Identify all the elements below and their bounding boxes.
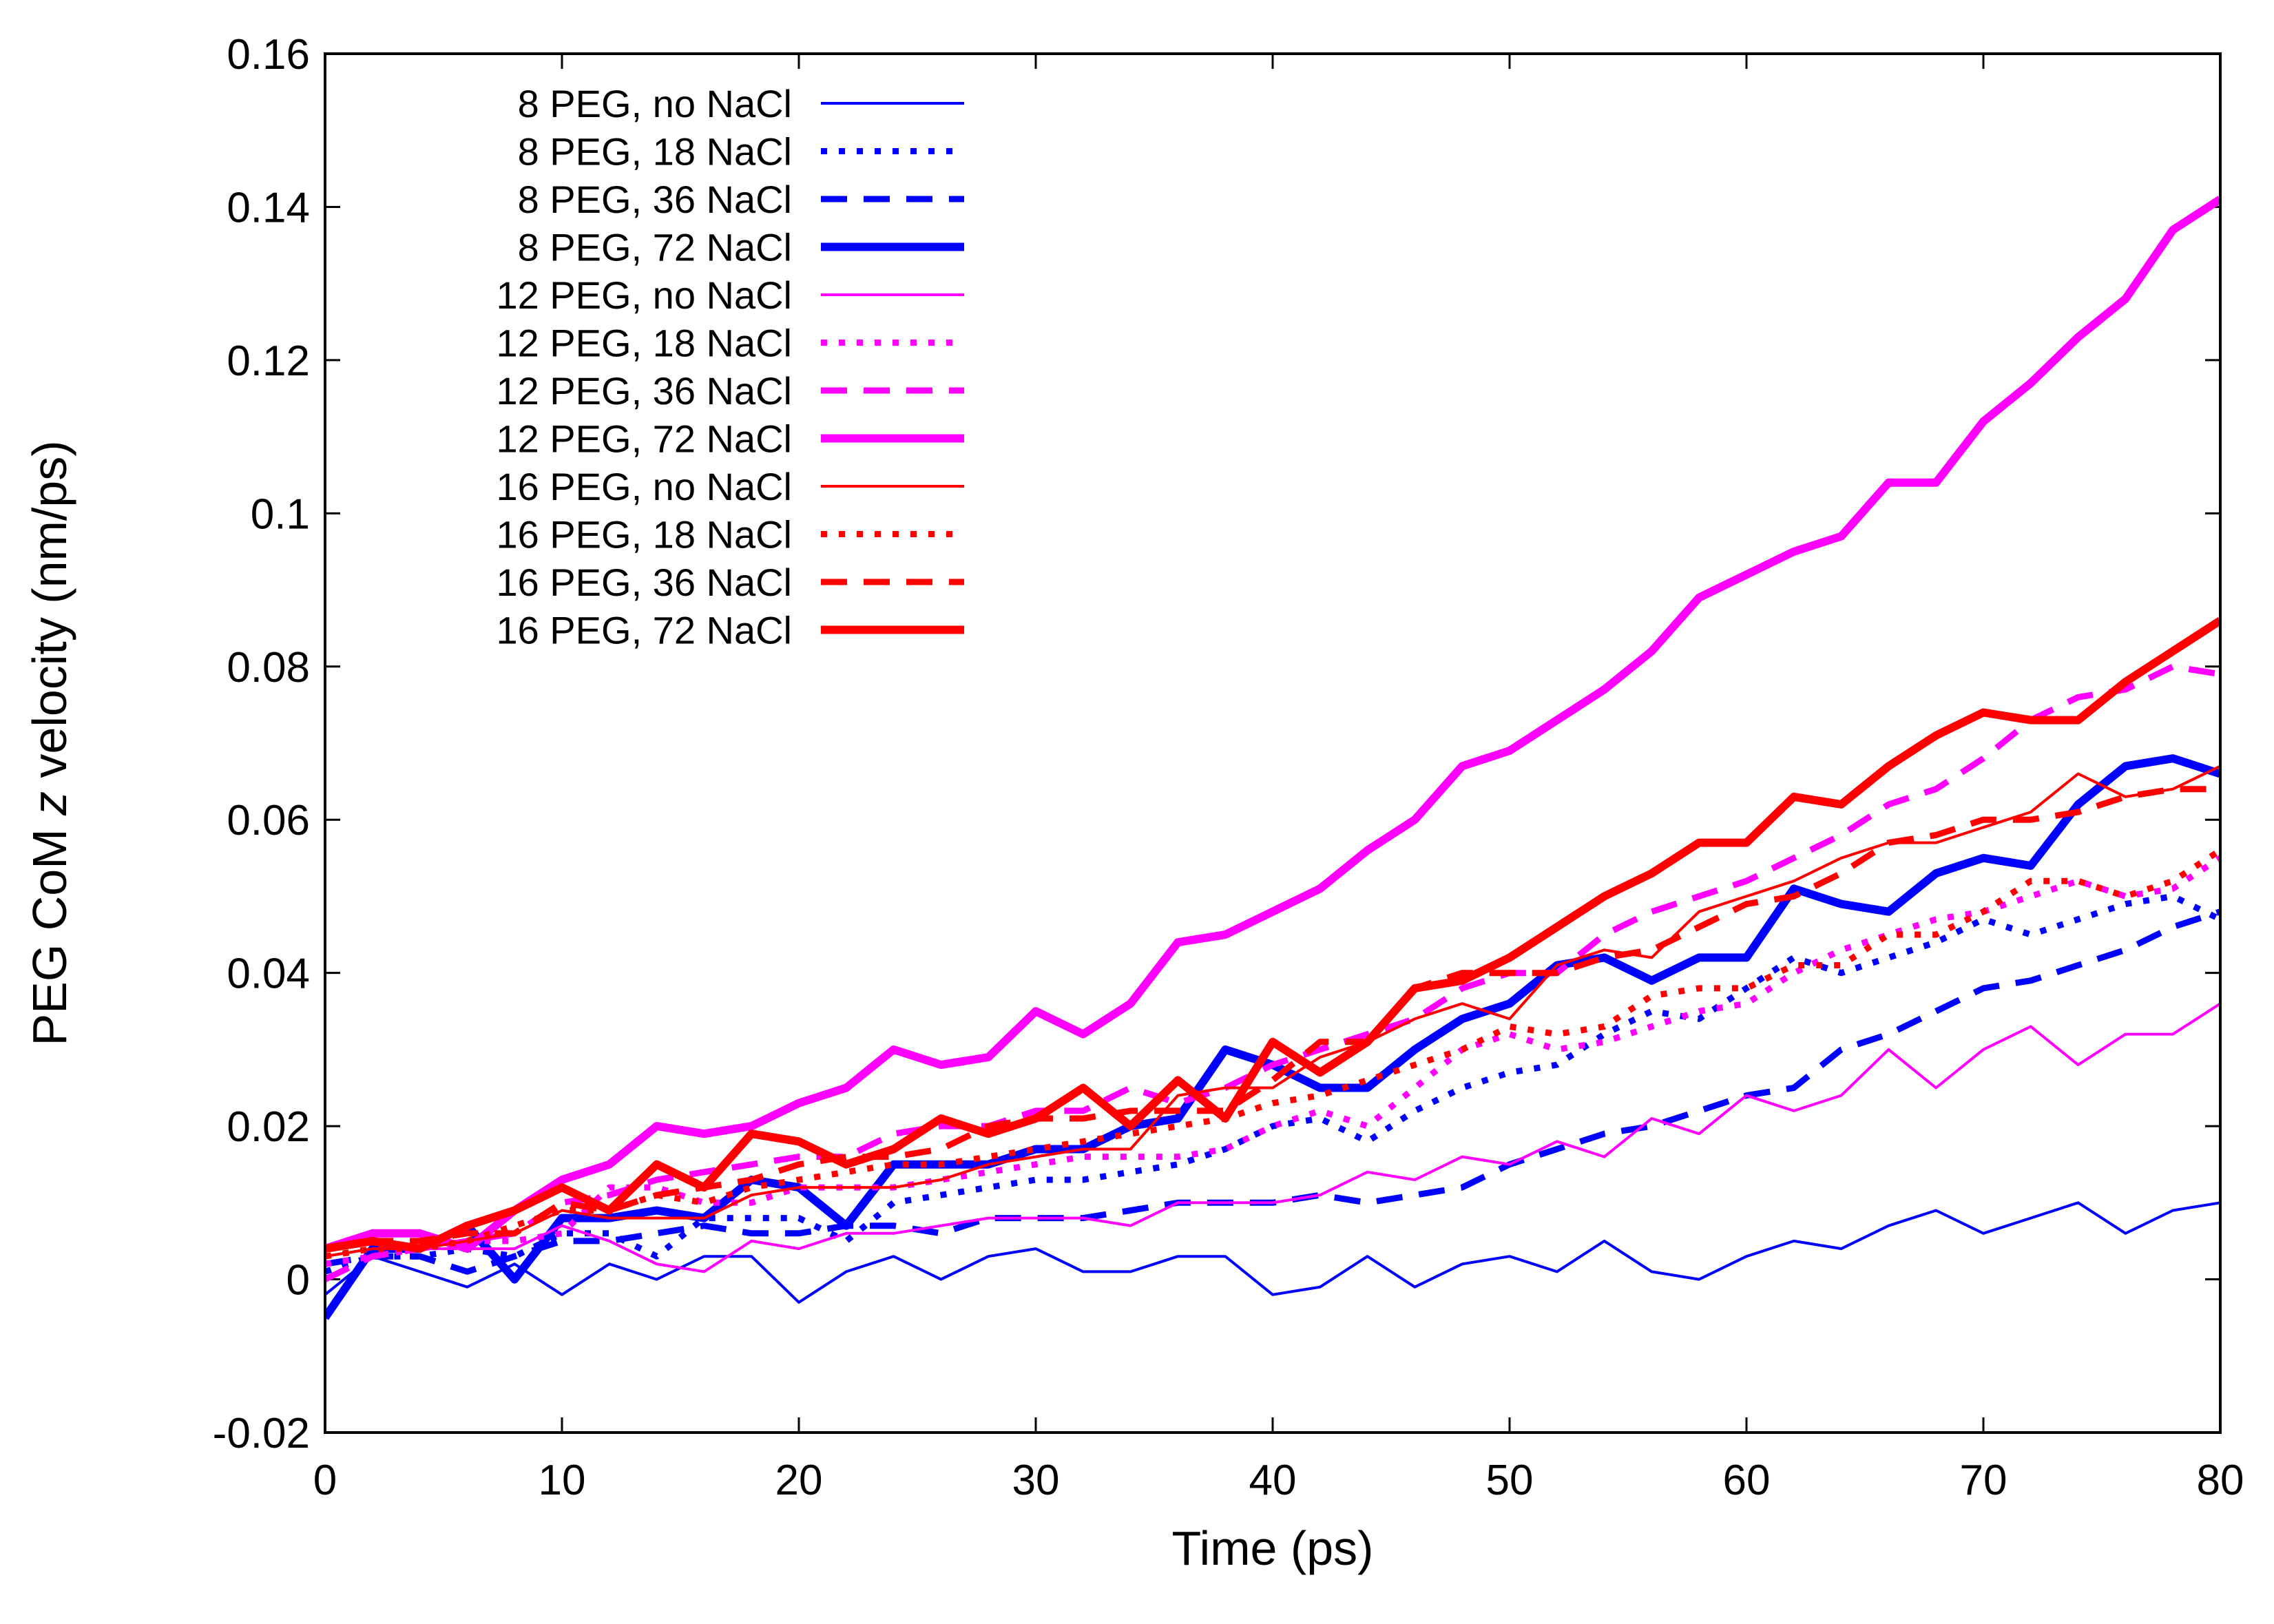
series-line (325, 1201, 2220, 1304)
y-tick-label: 0.08 (227, 644, 310, 691)
x-tick-label: 30 (1012, 1457, 1060, 1504)
legend-label: 16 PEG, no NaCl (496, 465, 792, 508)
legend-label: 12 PEG, no NaCl (496, 273, 792, 317)
y-tick-label: 0.14 (227, 184, 310, 231)
series-layer (325, 196, 2220, 1320)
legend-label: 12 PEG, 18 NaCl (496, 322, 792, 365)
x-tick-label: 0 (313, 1457, 337, 1504)
legend-label: 12 PEG, 72 NaCl (496, 417, 792, 461)
y-tick-label: 0.02 (227, 1103, 310, 1151)
legend-label: 8 PEG, no NaCl (518, 82, 792, 125)
x-tick-label: 50 (1486, 1457, 1534, 1504)
series-line (325, 847, 2220, 1260)
x-tick-label: 10 (539, 1457, 586, 1504)
series-line (325, 786, 2220, 1252)
x-tick-label: 20 (775, 1457, 823, 1504)
y-axis-title: PEG CoM z velocity (nm/ps) (23, 440, 76, 1045)
x-tick-label: 40 (1249, 1457, 1297, 1504)
series-line (325, 893, 2220, 1275)
series-line (325, 663, 2220, 1282)
tick-labels: 0 10 20 30 40 50 60 70 80-0.0200.020.040.060.080… (213, 31, 2244, 1504)
x-axis-title: Time (ps) (1172, 1521, 1374, 1575)
legend-label: 12 PEG, 36 NaCl (496, 369, 792, 413)
legend-label: 8 PEG, 72 NaCl (518, 226, 792, 269)
plot-frame (324, 52, 2222, 1434)
y-tick-label: 0 (286, 1257, 310, 1304)
legend-label: 16 PEG, 18 NaCl (496, 513, 792, 556)
legend-label: 8 PEG, 18 NaCl (518, 130, 792, 174)
y-tick-label: 0.1 (251, 490, 310, 538)
series-line (325, 196, 2220, 1253)
y-tick-label: 0.16 (227, 31, 310, 79)
y-tick-label: -0.02 (213, 1410, 310, 1457)
y-tick-label: 0.12 (227, 337, 310, 385)
y-tick-label: 0.06 (227, 797, 310, 844)
y-tick-label: 0.04 (227, 950, 310, 998)
legend-label: 8 PEG, 36 NaCl (518, 178, 792, 221)
x-tick-label: 70 (1960, 1457, 2007, 1504)
legend-label: 16 PEG, 36 NaCl (496, 561, 792, 604)
x-tick-label: 80 (2197, 1457, 2244, 1504)
legend-label: 16 PEG, 72 NaCl (496, 609, 792, 652)
x-tick-label: 60 (1723, 1457, 1771, 1504)
series-line (325, 616, 2220, 1253)
series-line (325, 1002, 2220, 1273)
